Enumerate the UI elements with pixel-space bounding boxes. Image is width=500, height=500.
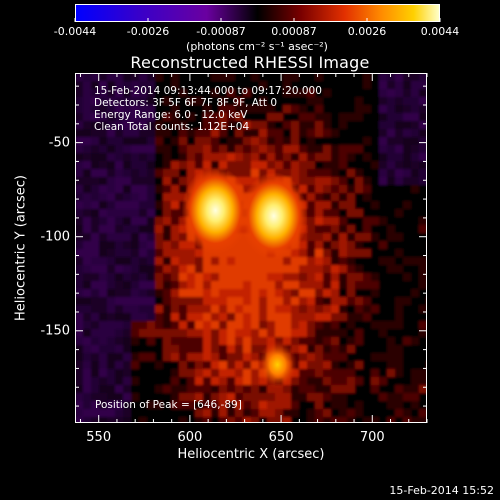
x-tick-label: 650 bbox=[268, 430, 294, 445]
y-tick-label: -150 bbox=[40, 323, 70, 339]
colorbar-units-label: (photons cm⁻² s⁻¹ asec⁻²) bbox=[186, 40, 328, 53]
hxr-source bbox=[257, 340, 298, 389]
colorbar-tick-label: -0.0026 bbox=[126, 25, 170, 38]
info-line: 15-Feb-2014 09:13:44.000 to 09:17:20.000 bbox=[94, 85, 322, 97]
info-line: Detectors: 3F 5F 6F 7F 8F 9F, Att 0 bbox=[94, 97, 278, 109]
colorbar-tick-label: 0.00087 bbox=[271, 25, 317, 38]
rhessi-image bbox=[75, 73, 427, 423]
info-line: Clean Total counts: 1.12E+04 bbox=[94, 121, 250, 133]
colorbar-tick-label: 0.0044 bbox=[420, 25, 460, 38]
colorbar-tick-label: -0.0044 bbox=[53, 25, 97, 38]
x-axis-label: Heliocentric X (arcsec) bbox=[177, 447, 325, 462]
x-tick-label: 550 bbox=[86, 430, 112, 445]
x-tick-label: 700 bbox=[359, 430, 385, 445]
colorbar-tick-label: -0.00087 bbox=[196, 25, 246, 38]
colorbar-tick-label: 0.0026 bbox=[347, 25, 387, 38]
peak-position-label: Position of Peak = [646,-89] bbox=[95, 399, 242, 411]
y-tick-label: -100 bbox=[40, 229, 70, 245]
y-tick-label: -50 bbox=[48, 135, 70, 151]
hxr-source bbox=[239, 172, 308, 261]
footer-date: 15-Feb-2014 15:52 bbox=[389, 484, 494, 497]
y-axis-label: Heliocentric Y (arcsec) bbox=[13, 175, 29, 321]
hxr-source bbox=[181, 166, 250, 255]
colorbar bbox=[75, 4, 440, 22]
image-title: Reconstructed RHESSI Image bbox=[130, 53, 370, 72]
x-tick-label: 600 bbox=[177, 430, 203, 445]
info-line: Energy Range: 6.0 - 12.0 keV bbox=[94, 109, 248, 121]
colorbar-ticks bbox=[74, 18, 441, 22]
